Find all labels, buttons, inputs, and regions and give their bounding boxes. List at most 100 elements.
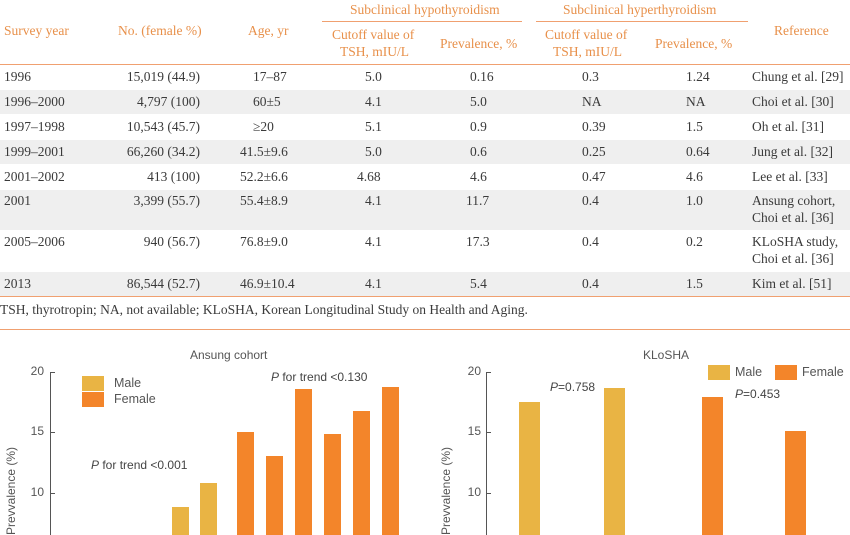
cell-age: 52.2±6.6 (240, 169, 288, 184)
cell-hyper-prev: NA (686, 94, 706, 109)
cell-no: 15,019 (44.9) (126, 69, 200, 84)
y-tick (486, 372, 491, 373)
cell-reference: Jung et al. [32] (752, 144, 833, 159)
cell-no: 940 (56.7) (143, 234, 200, 249)
cell-no: 10,543 (45.7) (126, 119, 200, 134)
row-stripe (0, 190, 850, 230)
cell-no: 4,797 (100) (137, 94, 200, 109)
y-tick (486, 432, 491, 433)
p-trend-female: P for trend <0.130 (271, 370, 367, 384)
cell-year: 2001 (4, 193, 31, 208)
legend-female-swatch (775, 365, 797, 380)
y-tick-label: 20 (467, 364, 481, 378)
header-hyper-prevalence: Prevalence, % (655, 36, 733, 51)
p-text: for trend <0.001 (99, 458, 188, 472)
y-tick-label: 20 (30, 364, 44, 378)
cell-hyper-cutoff: NA (582, 94, 602, 109)
bar-female-6 (382, 387, 399, 535)
bar-female-1 (702, 397, 723, 535)
cell-hyper-prev: 1.0 (686, 193, 703, 208)
row-stripe (0, 272, 850, 296)
legend-female-swatch (82, 392, 104, 407)
cell-hyper-prev: 1.24 (686, 69, 710, 84)
cell-year: 2005–2006 (4, 234, 65, 249)
header-survey-year: Survey year (4, 23, 69, 38)
p-symbol: P (735, 387, 744, 401)
y-tick-label: 10 (30, 485, 44, 499)
header-hyper-cutoff-unit: TSH, mIU/L (553, 44, 622, 59)
header-hypothyroidism-group: Subclinical hypothyroidism (350, 2, 500, 17)
legend-male-swatch (708, 365, 730, 380)
cell-hyper-prev: 4.6 (686, 169, 703, 184)
y-axis (486, 372, 487, 535)
chart-title: Ansung cohort (190, 348, 268, 362)
bar-female-5 (353, 411, 370, 535)
cell-hyper-cutoff: 0.3 (582, 69, 599, 84)
bar-male-2 (200, 483, 217, 535)
cell-hypo-prev: 11.7 (466, 193, 490, 208)
cell-age: ≥20 (253, 119, 274, 134)
cell-year: 2001–2002 (4, 169, 65, 184)
header-bottom-rule (0, 64, 850, 65)
cell-hypo-cutoff: 5.0 (365, 144, 382, 159)
cell-hypo-cutoff: 4.1 (365, 94, 382, 109)
row-stripe (0, 140, 850, 164)
header-group-divider (536, 21, 748, 22)
cell-hyper-cutoff: 0.39 (582, 119, 606, 134)
table-bottom-rule (0, 296, 850, 297)
cell-hypo-cutoff: 4.1 (365, 193, 382, 208)
cell-reference: KLoSHA study, (752, 234, 839, 249)
p-text: =0.758 (558, 380, 596, 394)
y-tick-label: 15 (467, 424, 481, 438)
cell-hyper-prev: 1.5 (686, 276, 703, 291)
ansung-cohort-chart: Ansung cohort Prevvalence (%) 20 15 10 M… (0, 330, 425, 535)
cell-hypo-cutoff: 5.1 (365, 119, 382, 134)
klosha-chart: KLoSHA Prevvalence (%) 20 15 10 Male Fem… (425, 330, 850, 535)
bar-male-2 (604, 388, 625, 535)
legend-male-label: Male (735, 365, 763, 379)
legend-female-label: Female (802, 365, 844, 379)
bar-female-4 (324, 434, 341, 535)
y-axis (50, 372, 51, 535)
cell-no: 86,544 (52.7) (126, 276, 200, 291)
cell-hypo-cutoff: 4.1 (365, 276, 382, 291)
y-tick-label: 15 (30, 424, 44, 438)
p-value-male: P=0.758 (550, 380, 595, 394)
p-symbol: P (91, 458, 100, 472)
cell-year: 1997–1998 (4, 119, 65, 134)
cell-hypo-prev: 5.4 (470, 276, 487, 291)
cell-hyper-cutoff: 0.47 (582, 169, 606, 184)
p-text: for trend <0.130 (279, 370, 368, 384)
cell-age: 55.4±8.9 (240, 193, 288, 208)
cell-hypo-prev: 17.3 (466, 234, 490, 249)
p-trend-male: P for trend <0.001 (91, 458, 187, 472)
table-footnote: TSH, thyrotropin; NA, not available; KLo… (0, 302, 528, 317)
y-tick (50, 372, 55, 373)
cell-age: 17–87 (253, 69, 287, 84)
y-tick (50, 432, 55, 433)
cell-no: 413 (100) (147, 169, 200, 184)
cell-hypo-prev: 0.9 (470, 119, 487, 134)
cell-hypo-prev: 5.0 (470, 94, 487, 109)
cell-year: 1999–2001 (4, 144, 65, 159)
p-symbol: P (550, 380, 559, 394)
y-tick-label: 10 (467, 485, 481, 499)
cell-hypo-cutoff: 5.0 (365, 69, 382, 84)
cell-reference: Oh et al. [31] (752, 119, 824, 134)
cell-reference: Chung et al. [29] (752, 69, 844, 84)
cell-hyper-cutoff: 0.25 (582, 144, 606, 159)
p-text: =0.453 (743, 387, 781, 401)
cell-age: 60±5 (253, 94, 281, 109)
bar-male-1 (172, 507, 189, 535)
cell-reference: Choi et al. [30] (752, 94, 834, 109)
cell-no: 66,260 (34.2) (126, 144, 200, 159)
row-stripe (0, 90, 850, 114)
p-symbol: P (271, 370, 280, 384)
cell-hyper-cutoff: 0.4 (582, 276, 599, 291)
legend-male-swatch (82, 376, 104, 391)
cell-year: 1996–2000 (4, 94, 65, 109)
cell-hypo-prev: 0.16 (470, 69, 494, 84)
p-value-female: P=0.453 (735, 387, 780, 401)
cell-hyper-cutoff: 0.4 (582, 234, 599, 249)
cell-reference: Lee et al. [33] (752, 169, 828, 184)
